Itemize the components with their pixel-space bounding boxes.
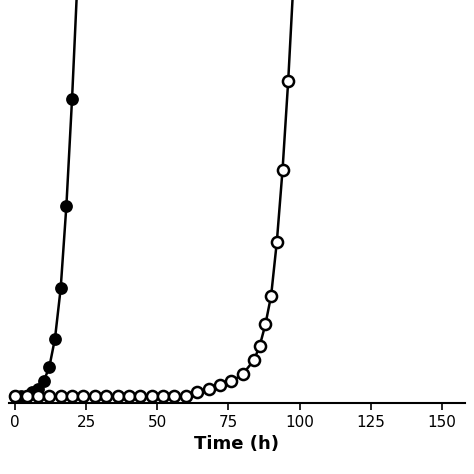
X-axis label: Time (h): Time (h): [194, 435, 280, 453]
